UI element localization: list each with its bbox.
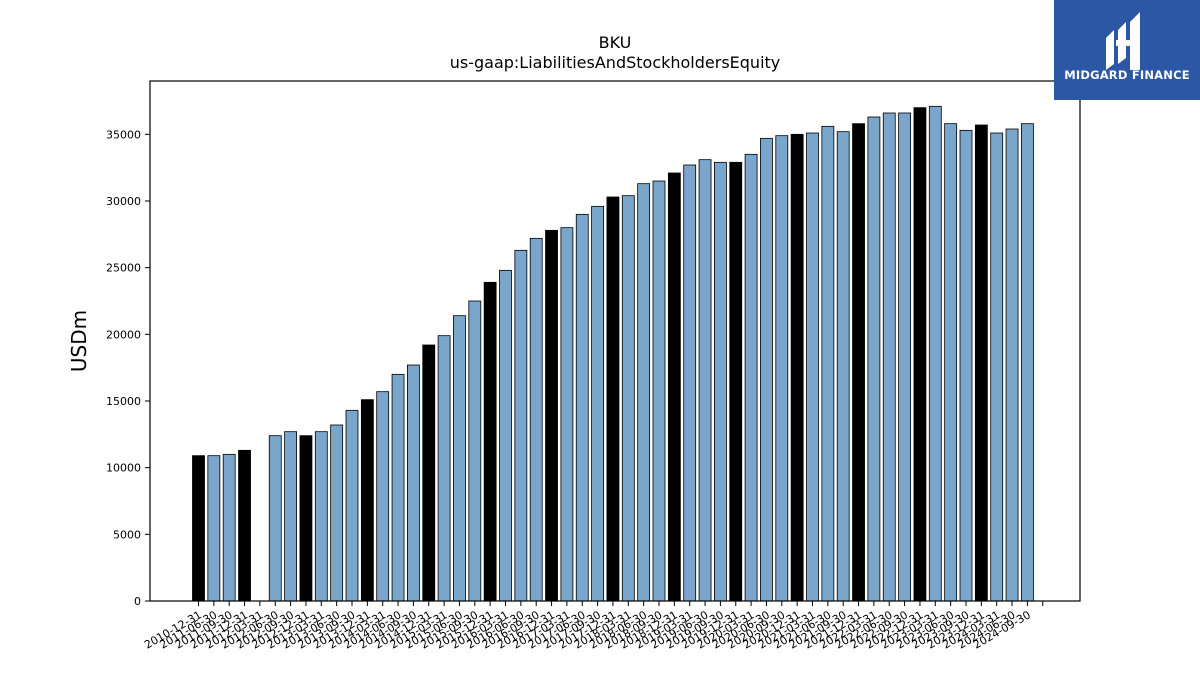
bar: [990, 132, 1004, 602]
brand-logo: MIDGARD FINANCE: [1054, 0, 1200, 100]
bar: [606, 196, 620, 602]
bar: [483, 281, 497, 602]
bar: [775, 135, 789, 602]
bar: [698, 159, 712, 602]
y-tick-label: 35000: [106, 128, 141, 141]
bar: [744, 153, 758, 602]
bar: [391, 373, 405, 602]
bar: [621, 195, 635, 602]
bar: [406, 364, 420, 602]
y-tick-label: 25000: [106, 262, 141, 275]
bar: [959, 129, 973, 602]
bar: [560, 227, 574, 602]
bar: [360, 399, 374, 602]
bar: [437, 335, 451, 602]
bar: [928, 105, 942, 602]
bar: [529, 237, 543, 602]
bar: [1021, 123, 1034, 602]
bar: [760, 137, 773, 602]
bar: [284, 431, 298, 602]
bar: [422, 344, 436, 602]
bar: [299, 435, 313, 602]
chart-subtitle: us-gaap:LiabilitiesAndStockholdersEquity: [450, 53, 781, 72]
bar: [882, 112, 896, 602]
bar: [974, 124, 988, 602]
bar: [806, 132, 819, 602]
bar: [222, 453, 236, 602]
plot-frame: [149, 80, 1081, 602]
bar: [867, 116, 881, 602]
y-tick-label: 15000: [106, 395, 141, 408]
y-tick-label: 10000: [106, 462, 141, 475]
bar: [545, 229, 558, 602]
midgard-logo-icon: [1106, 12, 1140, 70]
bar: [852, 123, 865, 602]
bar: [591, 205, 604, 602]
bar: [575, 213, 589, 602]
bar: [514, 249, 528, 602]
bar: [499, 269, 512, 602]
bar: [330, 424, 344, 602]
bar: [714, 161, 727, 602]
y-tick-label: 0: [134, 595, 141, 608]
bar: [898, 112, 911, 602]
bar: [314, 431, 328, 602]
bar: [667, 172, 681, 602]
y-tick-label: 20000: [106, 328, 141, 341]
y-axis-label: USDm: [67, 310, 91, 372]
bar: [836, 131, 850, 602]
bar: [913, 107, 927, 602]
bar-series: [192, 105, 1034, 602]
bar: [729, 161, 743, 602]
brand-name: MIDGARD FINANCE: [1064, 68, 1190, 82]
bar: [207, 455, 221, 602]
bar: [268, 435, 282, 602]
bar: [238, 449, 251, 602]
bar: [821, 125, 835, 602]
chart-title: BKU: [599, 33, 632, 52]
bar: [790, 133, 804, 602]
bar: [468, 300, 482, 602]
bar: [683, 164, 697, 602]
bar: [652, 180, 666, 602]
bar: [192, 455, 205, 602]
bar: [637, 183, 651, 602]
x-axis-ticks: 2010-12-312011-06-302011-09-302011-12-31…: [142, 601, 1044, 652]
bar: [345, 409, 359, 602]
y-tick-label: 30000: [106, 195, 141, 208]
bar: [376, 391, 390, 602]
y-axis-ticks: 0 5000 10000 15000 20000 25000 30000 35000: [106, 128, 150, 608]
bar: [944, 123, 958, 602]
bar: [1005, 128, 1019, 602]
y-tick-label: 5000: [113, 528, 141, 541]
bar: [453, 315, 466, 602]
